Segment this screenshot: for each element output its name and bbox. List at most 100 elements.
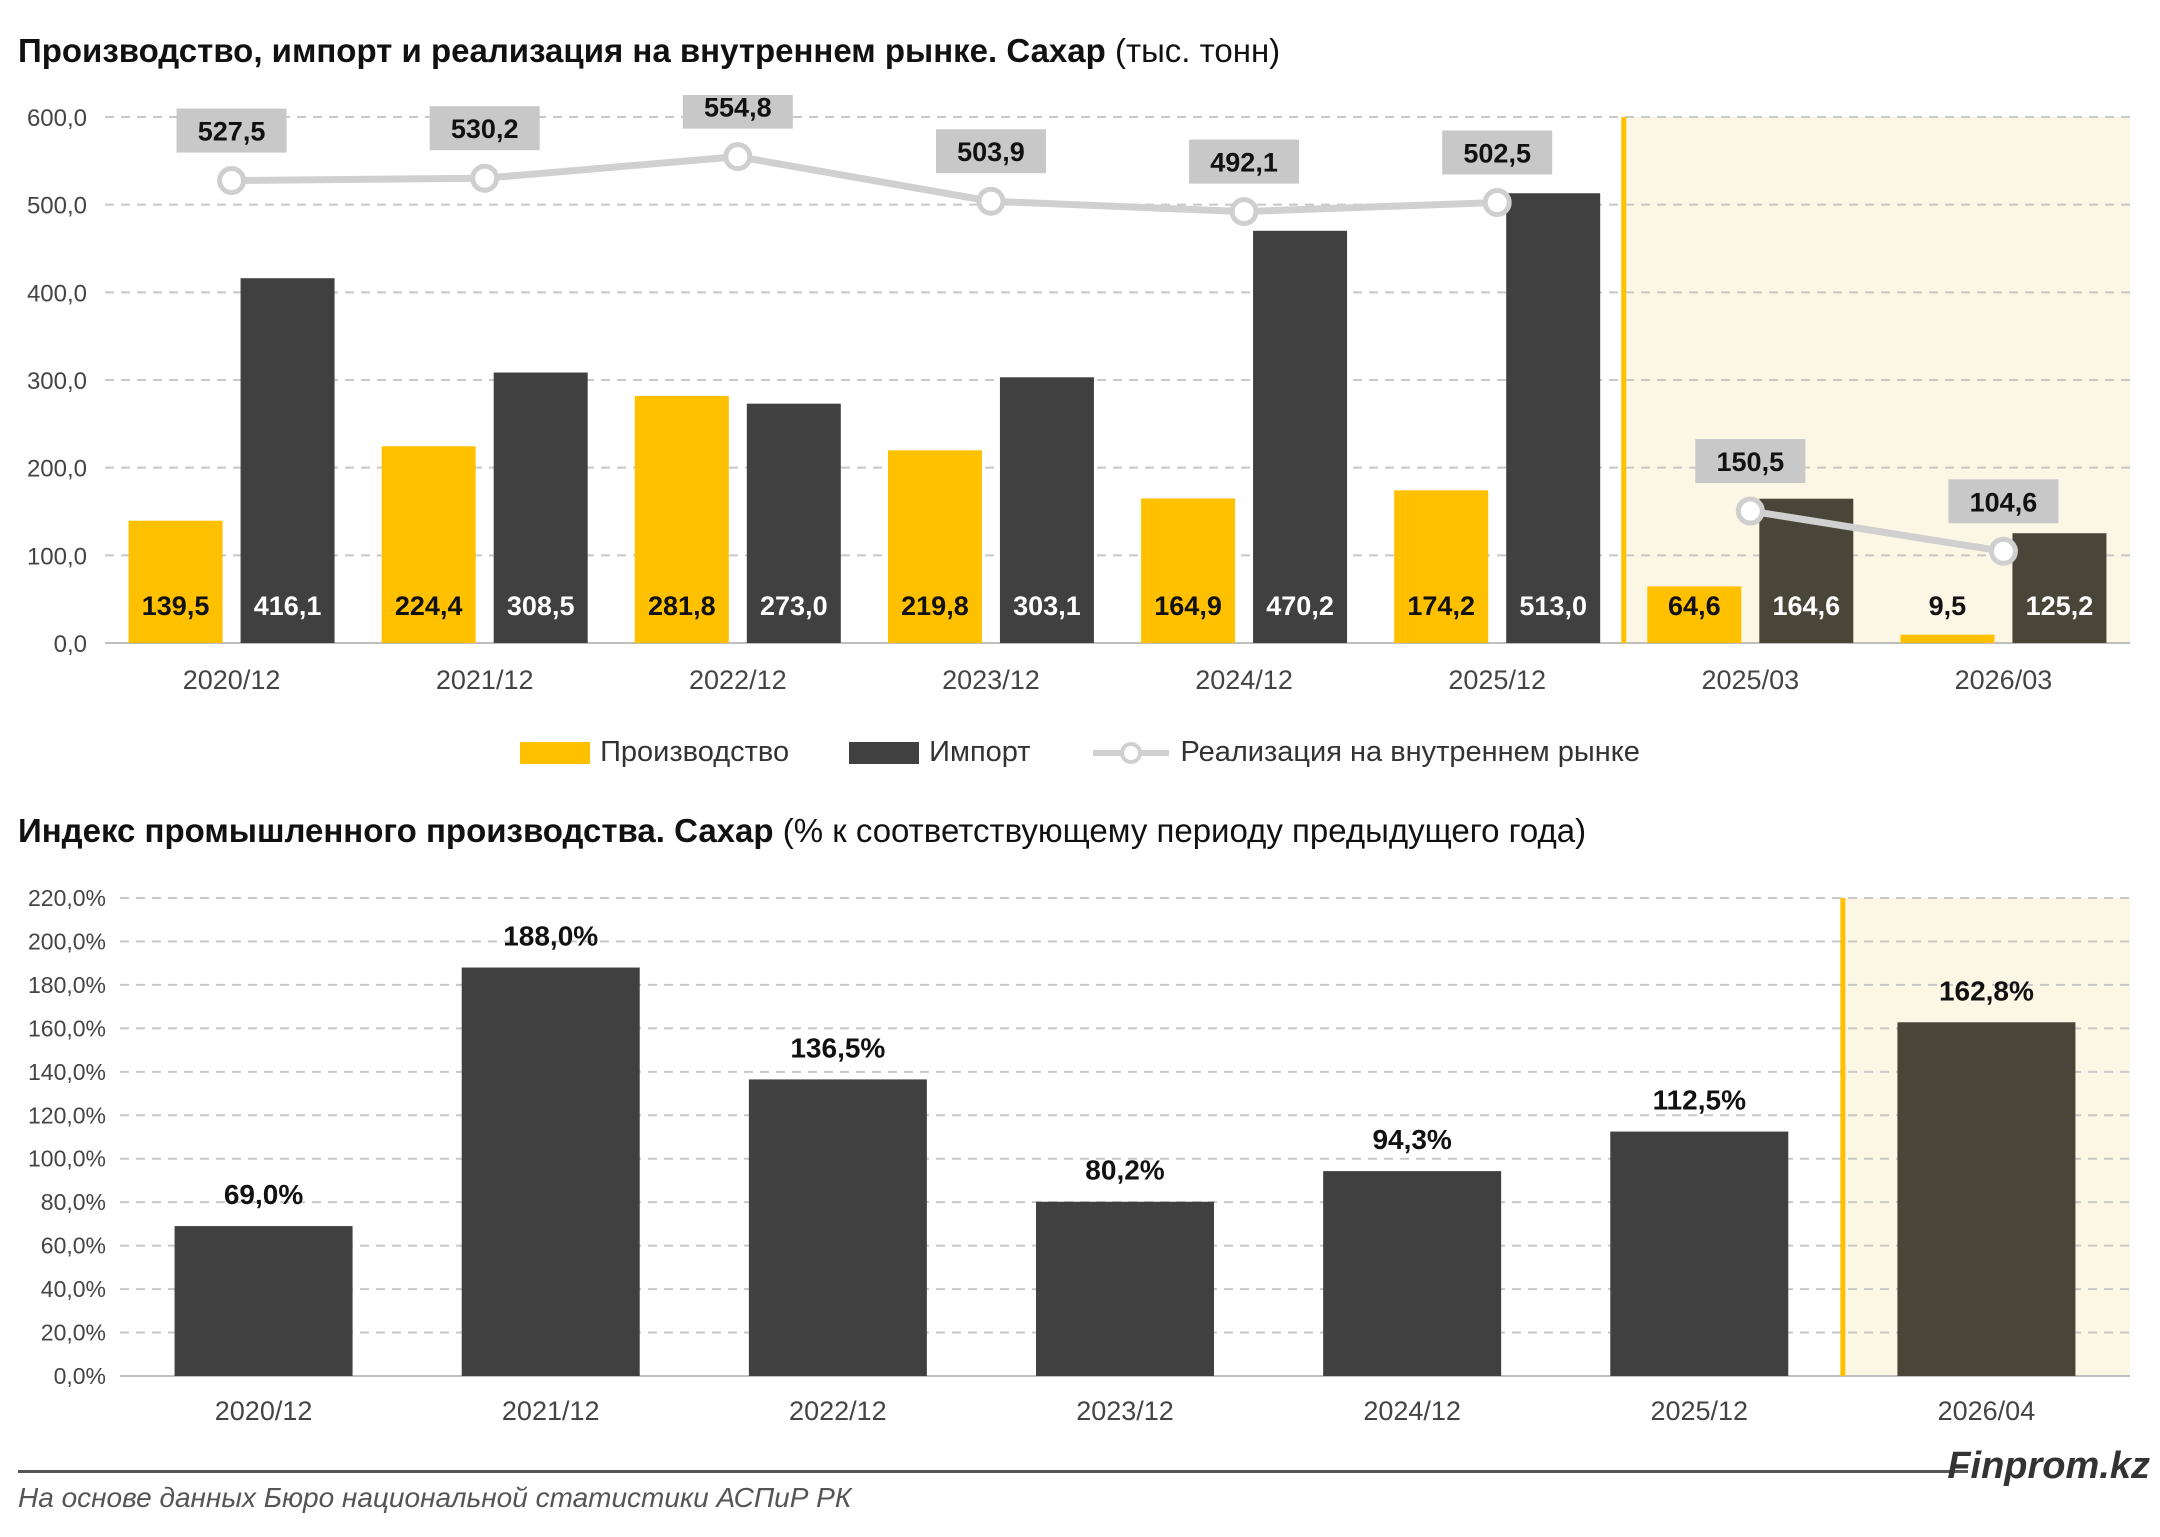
chart2-title: Индекс промышленного производства. Сахар… (18, 812, 1586, 850)
source-note: На основе данных Бюро национальной стати… (18, 1482, 852, 1513)
chart1-label-production: 224,4 (395, 591, 463, 621)
chart1-label-sales: 503,9 (957, 137, 1025, 167)
chart2-ytick-label: 160,0% (28, 1015, 106, 1041)
chart1-bar-import (746, 403, 841, 643)
chart1-label-box-sales (176, 108, 287, 153)
chart1-label-production: 139,5 (142, 591, 210, 621)
chart2-data-label: 80,2% (1085, 1155, 1164, 1186)
chart1-label-sales: 530,2 (451, 114, 519, 144)
chart1-bar-production (887, 450, 982, 643)
chart1-svg: 0,0 100,0 200,0 300,0 400,0 500,0 600,0 139,5 41… (27, 95, 2130, 695)
chart1-bar-production (128, 520, 223, 643)
chart1-label-sales: 492,1 (1210, 148, 1278, 178)
chart1-label-import: 416,1 (254, 591, 322, 621)
chart1-label-box-sales (1442, 130, 1553, 175)
chart1-bar-import (999, 377, 1094, 643)
chart1-label-production: 219,8 (901, 591, 969, 621)
chart2-ytick-label: 180,0% (28, 972, 106, 998)
legend-swatch-production (520, 741, 591, 764)
chart2-bar (748, 1079, 927, 1376)
chart1-xtick-label: 2024/12 (1195, 665, 1293, 695)
chart1-bar-production (634, 395, 729, 643)
chart1-title: Производство, импорт и реализация на вну… (18, 32, 1280, 70)
chart1-bar-import (1506, 193, 1601, 643)
chart1-ytick-label: 500,0 (27, 193, 87, 220)
chart1-point-sales (976, 186, 1006, 216)
chart1-ytick-label: 200,0 (27, 456, 87, 483)
chart2-bar (1036, 1201, 1214, 1376)
chart1-xtick-label: 2026/03 (1955, 665, 2053, 695)
chart2-data-label: 69,0% (224, 1179, 303, 1210)
chart2-bar (1610, 1131, 1789, 1376)
chart1-bar-production (1900, 634, 1995, 643)
chart1-ytick-label: 400,0 (27, 280, 87, 307)
legend-label-production: Производство (600, 736, 790, 768)
chart1-label-production: 164,9 (1154, 591, 1222, 621)
chart1-point-sales (1735, 496, 1765, 526)
chart1-label-box-sales (1948, 479, 2059, 524)
chart2-ytick-label: 0,0% (54, 1363, 106, 1389)
chart2-xtick-label: 2020/12 (215, 1396, 313, 1426)
chart1-label-import: 164,6 (1773, 591, 1841, 621)
chart2-data-label: 162,8% (1939, 975, 2034, 1006)
chart1-label-production: 64,6 (1668, 591, 1721, 621)
chart1-label-import: 273,0 (760, 591, 828, 621)
chart1-label-import: 308,5 (507, 591, 575, 621)
legend-item-import: Импорт (849, 736, 1031, 769)
chart2-bar (461, 967, 640, 1376)
chart1-point-sales (1229, 197, 1259, 227)
chart1-title-unit: (тыс. тонн) (1114, 32, 1281, 69)
chart1-xtick-label: 2020/12 (183, 665, 281, 695)
chart2-data-label: 94,3% (1372, 1124, 1451, 1155)
chart2-ytick-label: 120,0% (28, 1102, 106, 1128)
chart1-ytick-label: 100,0 (27, 543, 87, 570)
chart1-label-box-sales (935, 129, 1046, 174)
chart1-label-sales: 502,5 (1463, 138, 1531, 168)
chart1-label-production: 174,2 (1407, 591, 1475, 621)
chart2-ytick-label: 40,0% (41, 1276, 106, 1302)
chart2-xtick-label: 2025/12 (1650, 1396, 1748, 1426)
chart2-ytick-label: 140,0% (28, 1059, 106, 1085)
chart2-bar (1323, 1171, 1502, 1376)
chart2-data-label: 136,5% (790, 1032, 885, 1063)
chart1-bar-import (2012, 533, 2107, 643)
chart1-xtick-label: 2022/12 (689, 665, 787, 695)
chart1-label-production: 9,5 (1929, 591, 1967, 621)
legend-label-import: Импорт (929, 736, 1031, 768)
chart2-data-label: 112,5% (1653, 1085, 1747, 1116)
chart1-point-sales (217, 166, 247, 196)
chart1-label-production: 281,8 (648, 591, 716, 621)
chart1-label-box-sales (682, 95, 793, 129)
chart2-ytick-label: 220,0% (28, 885, 106, 911)
chart1-label-sales: 104,6 (1970, 487, 2038, 517)
chart1-label-sales: 527,5 (198, 117, 266, 147)
chart1-label-box-sales (1189, 139, 1300, 184)
chart1-bar-production (1141, 498, 1236, 643)
chart1-point-sales (470, 163, 500, 193)
chart1-point-sales (1482, 187, 1512, 217)
chart2-svg: 0,0% 20,0% 40,0% 60,0% 80,0% 100,0% 120,0% 140,… (28, 885, 2130, 1426)
chart2-title-main: Индекс промышленного производства. Сахар (18, 812, 774, 849)
chart1-xtick-label: 2025/03 (1702, 665, 1800, 695)
chart1-ytick-label: 0,0 (54, 631, 87, 658)
chart1-label-box-sales (429, 106, 540, 151)
chart1-bar-production (381, 446, 476, 643)
chart1-bar-import (1253, 230, 1348, 644)
chart1-xtick-label: 2021/12 (436, 665, 534, 695)
chart2-xtick-label: 2023/12 (1076, 1396, 1174, 1426)
chart1-line-sales (231, 153, 1498, 216)
chart1-label-sales: 554,8 (704, 95, 772, 123)
chart1-label-import: 470,2 (1266, 591, 1334, 621)
chart2-ytick-label: 200,0% (28, 928, 106, 954)
legend-item-sales: Реализация на внутреннем рынке (1091, 736, 1640, 769)
chart1-xtick-label: 2023/12 (942, 665, 1040, 695)
brand-logo: Finprom.kz (1947, 1445, 2150, 1487)
chart2-bar (174, 1226, 353, 1376)
footer-divider (18, 1470, 1968, 1473)
chart2-title-unit: (% к соответствующему периоду предыдущег… (782, 812, 1587, 849)
chart1-label-import: 513,0 (1519, 591, 1587, 621)
chart1-label-box-sales (1695, 439, 1806, 484)
chart1-xtick-label: 2025/12 (1448, 665, 1546, 695)
chart1-bar-import (240, 278, 335, 643)
chart2-xtick-label: 2022/12 (789, 1396, 887, 1426)
